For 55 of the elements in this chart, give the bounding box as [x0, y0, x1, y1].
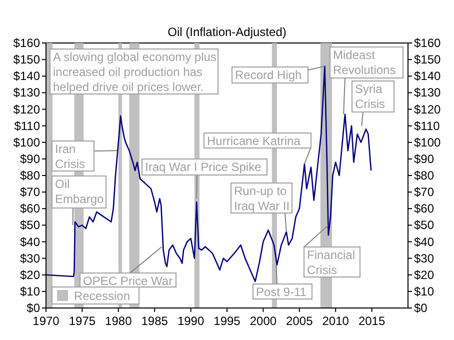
- y-tick-label: $50: [20, 218, 40, 232]
- annotation: OPEC Price War: [83, 274, 173, 288]
- y-tick-label: $140: [13, 69, 40, 84]
- annotation: Mideast Revolutions: [333, 48, 396, 77]
- y-tick-label: $20: [20, 268, 40, 282]
- y2-tick-label: $0: [414, 301, 428, 315]
- x-tick-label: 1970: [32, 314, 60, 328]
- y-tick-label: $10: [20, 284, 40, 298]
- y2-tick-label: $100: [414, 135, 442, 150]
- y2-tick-label: $40: [414, 234, 434, 249]
- annotation: Iran Crisis: [55, 142, 85, 171]
- x-tick-label: 1980: [105, 314, 132, 328]
- y2-tick-label: $150: [414, 52, 442, 67]
- y2-tick-label: $10: [414, 284, 434, 298]
- annotation: Syria Crisis: [355, 82, 385, 111]
- y2-tick-label: $160: [414, 36, 442, 50]
- y-tick-label: $150: [13, 52, 40, 67]
- y2-tick-label: $90: [414, 152, 434, 166]
- y2-tick-label: $30: [414, 251, 434, 266]
- band-label: Recession: [74, 289, 130, 303]
- annotation: Record High: [235, 68, 302, 82]
- y2-tick-label: $70: [414, 185, 434, 200]
- x-tick-label: 1990: [177, 314, 204, 328]
- y2-tick-label: $120: [414, 102, 442, 116]
- y2-tick-label: $130: [414, 86, 442, 100]
- y2-tick-label: $140: [414, 69, 442, 84]
- x-tick-label: 2000: [250, 314, 277, 328]
- y2-tick-label: $80: [414, 168, 434, 182]
- y-tick-label: $100: [13, 135, 40, 150]
- y-tick-label: $120: [13, 102, 40, 116]
- y2-tick-label: $60: [414, 202, 434, 216]
- y2-tick-label: $20: [414, 268, 434, 282]
- annotation: Hurricane Katrina: [207, 134, 301, 148]
- y2-tick-label: $50: [414, 218, 434, 232]
- x-tick-label: 1975: [68, 314, 96, 328]
- y-tick-label: $60: [20, 202, 40, 216]
- y-tick-label: $70: [20, 185, 40, 200]
- y-tick-label: $160: [13, 36, 40, 50]
- annotation: Iraq War I Price Spike: [145, 160, 262, 174]
- x-tick-label: 2010: [322, 314, 350, 328]
- y-tick-label: $0: [26, 301, 40, 315]
- y-tick-label: $110: [14, 118, 40, 133]
- y-tick-label: $130: [13, 86, 40, 100]
- y-tick-label: $80: [20, 168, 40, 182]
- y2-tick-label: $110: [414, 118, 440, 133]
- y-tick-label: $90: [20, 152, 40, 166]
- y-tick-label: $40: [20, 234, 40, 249]
- x-tick-label: 2015: [358, 314, 386, 328]
- x-tick-label: 1995: [214, 314, 241, 328]
- annotation: Financial Crisis: [307, 248, 356, 277]
- y-tick-label: $30: [20, 251, 40, 266]
- x-tick-label: 1985: [141, 314, 168, 328]
- chart-title: Oil (Inflation-Adjusted): [168, 25, 286, 39]
- annotation: Post 9-11: [256, 285, 307, 299]
- x-tick-label: 2005: [286, 314, 314, 328]
